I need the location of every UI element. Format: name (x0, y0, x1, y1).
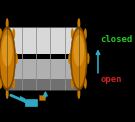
Polygon shape (25, 99, 37, 106)
Ellipse shape (84, 78, 87, 89)
Ellipse shape (71, 78, 74, 89)
Ellipse shape (70, 27, 87, 90)
Ellipse shape (2, 35, 13, 66)
FancyBboxPatch shape (7, 79, 79, 90)
Ellipse shape (0, 29, 14, 88)
Ellipse shape (12, 78, 15, 89)
FancyBboxPatch shape (7, 27, 79, 54)
Ellipse shape (6, 88, 9, 99)
Ellipse shape (0, 28, 2, 39)
Ellipse shape (77, 18, 80, 29)
FancyBboxPatch shape (7, 59, 79, 79)
Ellipse shape (73, 35, 84, 66)
Ellipse shape (68, 53, 71, 64)
Ellipse shape (71, 28, 74, 39)
Ellipse shape (72, 29, 86, 88)
Ellipse shape (0, 27, 16, 90)
Ellipse shape (87, 53, 90, 64)
Text: closed: closed (100, 35, 133, 44)
Ellipse shape (12, 28, 15, 39)
Ellipse shape (84, 28, 87, 39)
Text: open: open (100, 75, 122, 84)
Ellipse shape (77, 88, 80, 99)
Polygon shape (20, 96, 25, 102)
Ellipse shape (6, 18, 9, 29)
Ellipse shape (15, 53, 18, 64)
Ellipse shape (0, 78, 2, 89)
FancyBboxPatch shape (39, 95, 45, 100)
